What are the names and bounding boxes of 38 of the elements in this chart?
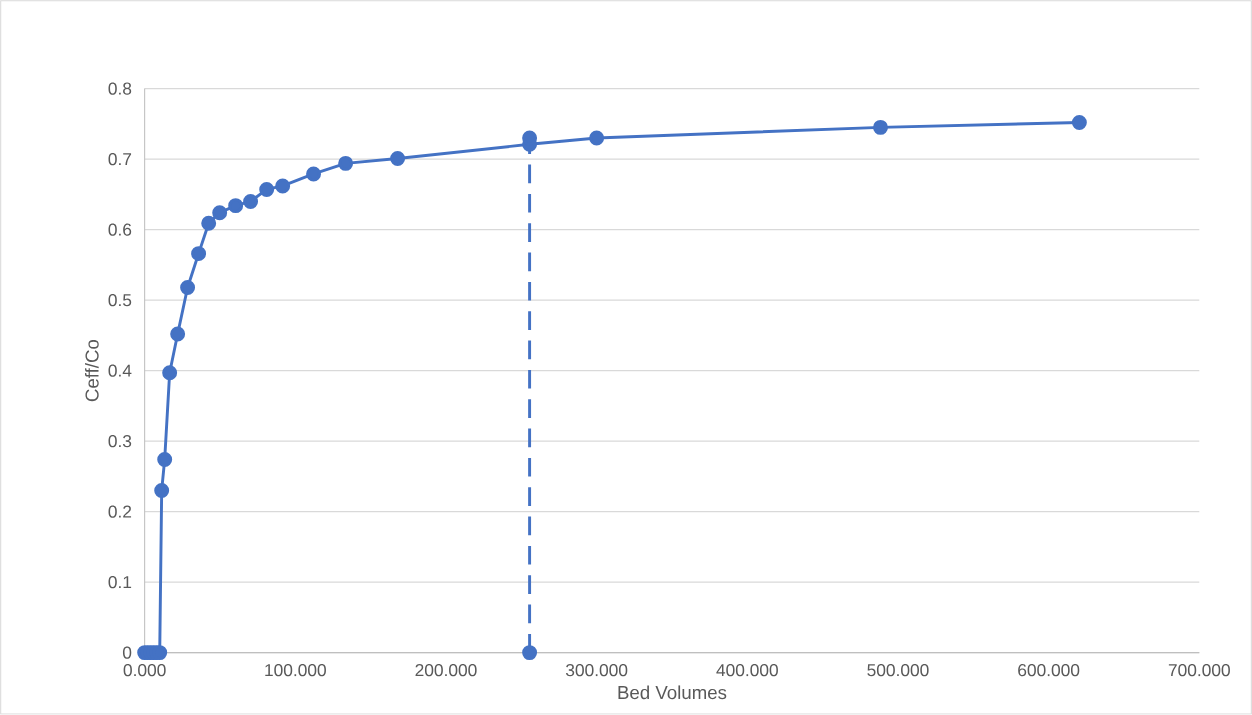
point (212, 205, 228, 221)
point (162, 365, 178, 381)
y-tick-label: 0.3 (108, 435, 132, 448)
point (589, 130, 605, 146)
y-tick-label: 0 (122, 646, 132, 659)
point (157, 452, 173, 468)
point (180, 280, 196, 296)
x-tick-label: 400.000 (716, 664, 778, 677)
point (259, 182, 275, 198)
point (390, 151, 406, 167)
x-tick-label: 700.000 (1168, 664, 1230, 677)
x-axis-title: Bed Volumes (618, 685, 727, 700)
point (228, 198, 244, 214)
x-tick-label: 500.000 (867, 664, 929, 677)
y-tick-label: 0.5 (108, 294, 132, 307)
point (873, 120, 888, 136)
x-tick-label: 100.000 (265, 664, 326, 677)
point (1071, 115, 1087, 131)
y-tick-label: 0.4 (108, 364, 132, 377)
point (522, 645, 538, 661)
point (154, 483, 170, 499)
point (201, 215, 217, 231)
x-tick-label: 200.000 (415, 664, 477, 677)
point (338, 156, 354, 171)
x-tick-label: 600.000 (1018, 664, 1080, 677)
point (243, 194, 259, 210)
point (306, 166, 322, 182)
point (191, 246, 207, 262)
x-tick-label: 300.000 (565, 664, 628, 677)
y-tick-label: 0.8 (108, 82, 132, 95)
y-axis-title: Ceff/Co (84, 340, 99, 402)
point (170, 326, 186, 342)
point (275, 178, 291, 194)
y-tick-label: 0.1 (108, 576, 132, 589)
y-tick-label: 0.2 (108, 505, 132, 518)
y-tick-label: 0.6 (108, 223, 132, 236)
x-tick-label: 0.000 (123, 664, 166, 677)
y-tick-label: 0.7 (108, 153, 132, 166)
